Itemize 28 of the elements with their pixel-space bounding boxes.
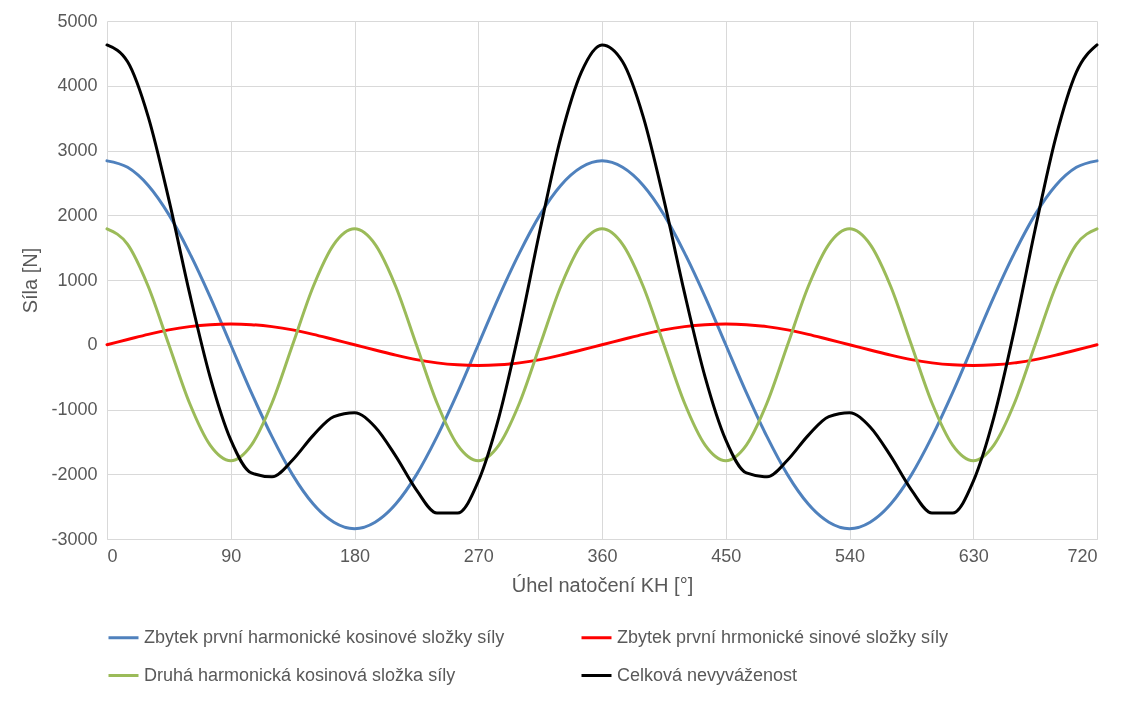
x-tick-label: 90 bbox=[221, 545, 242, 566]
y-axis-title: Síla [N] bbox=[19, 247, 42, 314]
y-tick-label: 2000 bbox=[57, 204, 98, 225]
line-series bbox=[105, 159, 1099, 531]
line-series bbox=[105, 322, 1099, 367]
legend-label: Zbytek první hrmonické sinové složky síly bbox=[617, 626, 949, 647]
y-tick-label: 1000 bbox=[57, 269, 98, 290]
legend-label: Zbytek první harmonické kosinové složky síly bbox=[144, 626, 505, 647]
y-tick-label: 3000 bbox=[57, 140, 98, 160]
x-tick-label: 0 bbox=[107, 545, 118, 566]
y-tick-label: 0 bbox=[87, 334, 98, 355]
y-tick-label: 5000 bbox=[57, 10, 98, 31]
x-tick-label: 270 bbox=[463, 545, 494, 566]
line-series bbox=[105, 227, 1099, 463]
x-tick-label: 180 bbox=[339, 545, 371, 566]
legend-label: Druhá harmonická kosinová složka síly bbox=[144, 664, 456, 685]
x-tick-label: 360 bbox=[587, 545, 618, 566]
y-tick-label: 4000 bbox=[57, 75, 98, 96]
x-tick-label: 630 bbox=[958, 545, 989, 566]
y-tick-label: -2000 bbox=[51, 463, 98, 484]
line-series bbox=[105, 43, 1099, 515]
x-tick-label: 720 bbox=[1067, 545, 1098, 566]
y-tick-label: -1000 bbox=[51, 399, 98, 419]
y-tick-label: -3000 bbox=[51, 528, 98, 549]
x-tick-label: 450 bbox=[711, 545, 742, 566]
x-tick-label: 540 bbox=[834, 545, 866, 566]
x-axis-title: Úhel natočení KH [°] bbox=[511, 573, 694, 596]
legend-label: Celková nevyváženost bbox=[617, 664, 798, 685]
